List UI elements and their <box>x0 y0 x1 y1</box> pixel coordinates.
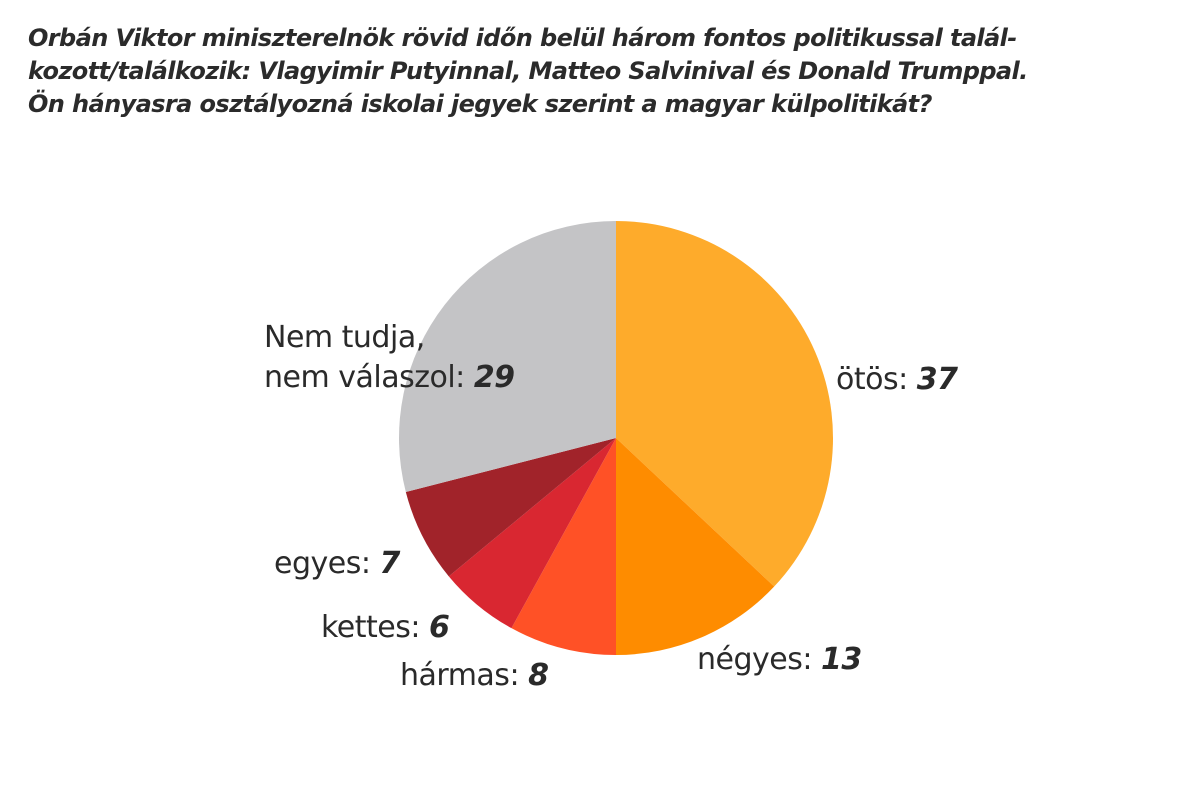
label-harmas: hármas: 8 <box>400 656 549 696</box>
pie-slice <box>616 438 775 655</box>
pie-slice <box>616 221 833 587</box>
label-kettes-text: kettes: <box>321 610 420 645</box>
label-negyes-value: 13 <box>821 642 862 677</box>
label-negyes-text: négyes: <box>697 642 812 677</box>
label-otos-text: ötös: <box>836 362 908 397</box>
label-harmas-text: hármas: <box>400 658 520 693</box>
label-harmas-value: 8 <box>528 658 549 693</box>
label-nem-tudja-line1: Nem tudja, <box>264 320 425 355</box>
label-otos-value: 37 <box>916 362 958 397</box>
label-nem-tudja-text: nem válaszol: <box>264 360 465 395</box>
label-nem-tudja-value: 29 <box>473 360 515 395</box>
title-line-1: Orbán Viktor miniszterelnök rövid időn b… <box>28 24 1017 52</box>
label-egyes-value: 7 <box>379 546 401 581</box>
label-kettes-value: 6 <box>429 610 450 645</box>
pie-slice <box>399 221 616 492</box>
label-egyes: egyes: 7 <box>274 544 400 584</box>
pie-slice <box>448 438 616 629</box>
label-kettes: kettes: 6 <box>321 608 450 648</box>
chart-title: Orbán Viktor miniszterelnök rövid időn b… <box>28 22 1188 121</box>
title-line-2: kozott/találkozik: Vlagyimir Putyinnal, … <box>28 57 1028 85</box>
label-otos: ötös: 37 <box>836 360 958 400</box>
label-nem-tudja: Nem tudja, nem válaszol: 29 <box>264 318 515 398</box>
label-negyes: négyes: 13 <box>697 640 862 680</box>
pie-slice <box>405 438 616 577</box>
pie-slice <box>511 438 616 655</box>
title-line-3: Ön hányasra osztályozná iskolai jegyek s… <box>28 90 932 118</box>
label-egyes-text: egyes: <box>274 546 371 581</box>
